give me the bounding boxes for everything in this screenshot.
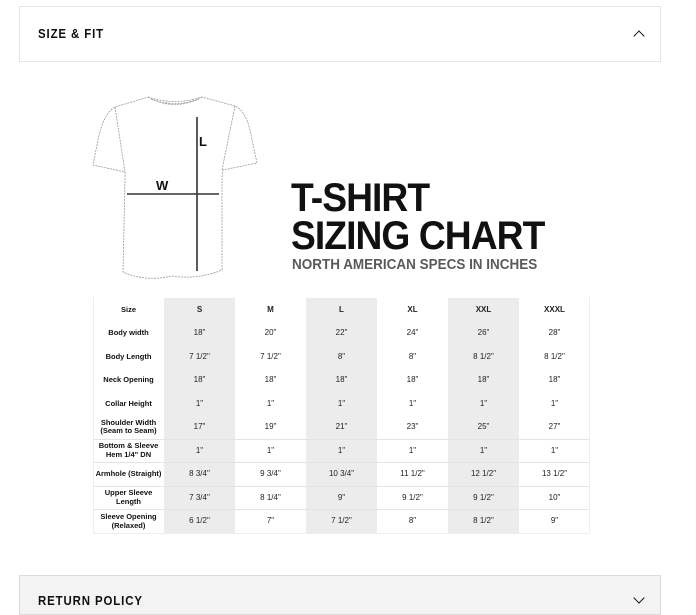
table-cell: 8 3/4" <box>164 462 235 486</box>
row-label: Body width <box>108 328 149 337</box>
table-cell: 1" <box>550 398 559 408</box>
table-row: Shoulder Width (Seam to Seam) 17" 19" 21" 23… <box>93 415 590 439</box>
table-cell: 18" <box>306 368 377 392</box>
table-row: Body width 18" 20" 22" 24" 26" 28" <box>93 321 590 345</box>
size-s: S <box>164 298 235 322</box>
table-cell: 1" <box>306 438 377 463</box>
table-cell: 6 1/2" <box>164 509 235 533</box>
table-cell: 1" <box>519 438 590 463</box>
row-label: Body Length <box>105 351 152 361</box>
table-cell: 8 1/4" <box>235 485 306 510</box>
table-cell: 9 1/2" <box>377 485 448 510</box>
table-row: Armhole (Straight) 8 3/4" 9 3/4" 10 3/4" 11 … <box>93 462 590 486</box>
table-cell: 27" <box>548 421 561 431</box>
table-cell: 25" <box>448 415 519 439</box>
table-cell: 1" <box>306 392 377 416</box>
table-row: Body Length 7 1/2" 7 1/2" 8" 8" 8 1/2" 8 1/2" <box>93 345 590 369</box>
row-label: Armhole (Straight) <box>93 462 164 486</box>
return-policy-title: RETURN POLICY <box>38 593 143 608</box>
table-cell: 23" <box>406 421 419 431</box>
table-cell: 9 3/4" <box>235 462 306 486</box>
length-label: L <box>199 134 207 149</box>
chart-title-line1: T-SHIRT <box>291 176 430 220</box>
table-row: Sleeve Opening (Relaxed) 6 1/2" 7" 7 1/2" 8"… <box>93 509 590 533</box>
row-label: Bottom & Sleeve Hem 1/4" DN <box>93 438 164 463</box>
table-cell: 28" <box>548 328 561 337</box>
size-fit-accordion-header[interactable]: SIZE & FIT <box>19 6 661 62</box>
table-cell: 10 3/4" <box>306 462 377 486</box>
row-label: Shoulder Width (Seam to Seam) <box>100 417 157 435</box>
table-cell: 8 1/2" <box>448 345 519 369</box>
table-cell: 9" <box>306 485 377 510</box>
size-xl: XL <box>407 304 418 314</box>
table-header-row: Size S M L XL XXL XXXL <box>93 298 590 322</box>
table-cell: 24" <box>406 328 419 337</box>
size-m: M <box>267 304 274 314</box>
table-cell: 1" <box>266 398 275 408</box>
row-label: Collar Height <box>105 398 152 408</box>
return-policy-accordion-header[interactable]: RETURN POLICY <box>19 575 661 615</box>
table-cell: 20" <box>264 328 277 337</box>
tshirt-diagram: L W <box>92 96 258 279</box>
table-cell: 1" <box>408 398 417 408</box>
table-cell: 19" <box>264 421 277 431</box>
table-cell: 1" <box>164 438 235 463</box>
table-cell: 8 1/2" <box>448 509 519 533</box>
table-cell: 17" <box>164 415 235 439</box>
table-cell: 8" <box>377 509 448 533</box>
table-cell: 1" <box>448 392 519 416</box>
table-cell: 7 1/2" <box>306 509 377 533</box>
table-cell: 7 1/2" <box>260 351 281 361</box>
table-cell: 18" <box>548 375 561 384</box>
table-cell: 11 1/2" <box>377 462 448 486</box>
table-cell: 18" <box>406 375 419 384</box>
chart-subtitle: NORTH AMERICAN SPECS IN INCHES <box>292 257 538 273</box>
table-cell: 7 1/2" <box>164 345 235 369</box>
table-cell: 18" <box>448 368 519 392</box>
table-cell: 13 1/2" <box>519 462 590 486</box>
table-cell: 18" <box>264 375 277 384</box>
size-header: Size <box>120 304 136 314</box>
table-cell: 9 1/2" <box>448 485 519 510</box>
table-cell: 1" <box>164 392 235 416</box>
table-cell: 9" <box>519 509 590 533</box>
table-row: Collar Height 1" 1" 1" 1" 1" 1" <box>93 392 590 416</box>
width-label: W <box>156 178 169 193</box>
row-label: Neck Opening <box>103 375 154 384</box>
table-cell: 12 1/2" <box>448 462 519 486</box>
table-cell: 8 1/2" <box>544 351 565 361</box>
table-cell: 7 3/4" <box>164 485 235 510</box>
chart-title-line2: SIZING CHART <box>291 214 545 258</box>
table-cell: 1" <box>448 438 519 463</box>
size-xxxl: XXXL <box>544 304 565 314</box>
table-cell: 18" <box>164 321 235 345</box>
table-cell: 21" <box>306 415 377 439</box>
table-cell: 18" <box>164 368 235 392</box>
sizing-table: Size S M L XL XXL XXXL Body width 18" 20" 22" 24" 26… <box>93 298 590 533</box>
table-row: Upper Sleeve Length 7 3/4" 8 1/4" 9" 9 1/2" 9… <box>93 485 590 510</box>
table-cell: 8" <box>408 351 417 361</box>
table-cell: 1" <box>377 438 448 463</box>
size-l: L <box>306 298 377 322</box>
chevron-up-icon[interactable] <box>633 30 645 42</box>
table-cell: 8" <box>306 345 377 369</box>
row-label: Sleeve Opening (Relaxed) <box>93 509 164 533</box>
table-cell: 1" <box>235 438 306 463</box>
table-cell: 22" <box>306 321 377 345</box>
row-label: Upper Sleeve Length <box>93 485 164 510</box>
table-row: Neck Opening 18" 18" 18" 18" 18" 18" <box>93 368 590 392</box>
table-cell: 26" <box>448 321 519 345</box>
size-xxl: XXL <box>448 298 519 322</box>
size-fit-title: SIZE & FIT <box>38 26 104 41</box>
table-cell: 10" <box>519 485 590 510</box>
table-cell: 7" <box>235 509 306 533</box>
table-row: Bottom & Sleeve Hem 1/4" DN 1" 1" 1" 1" 1" 1" <box>93 438 590 463</box>
